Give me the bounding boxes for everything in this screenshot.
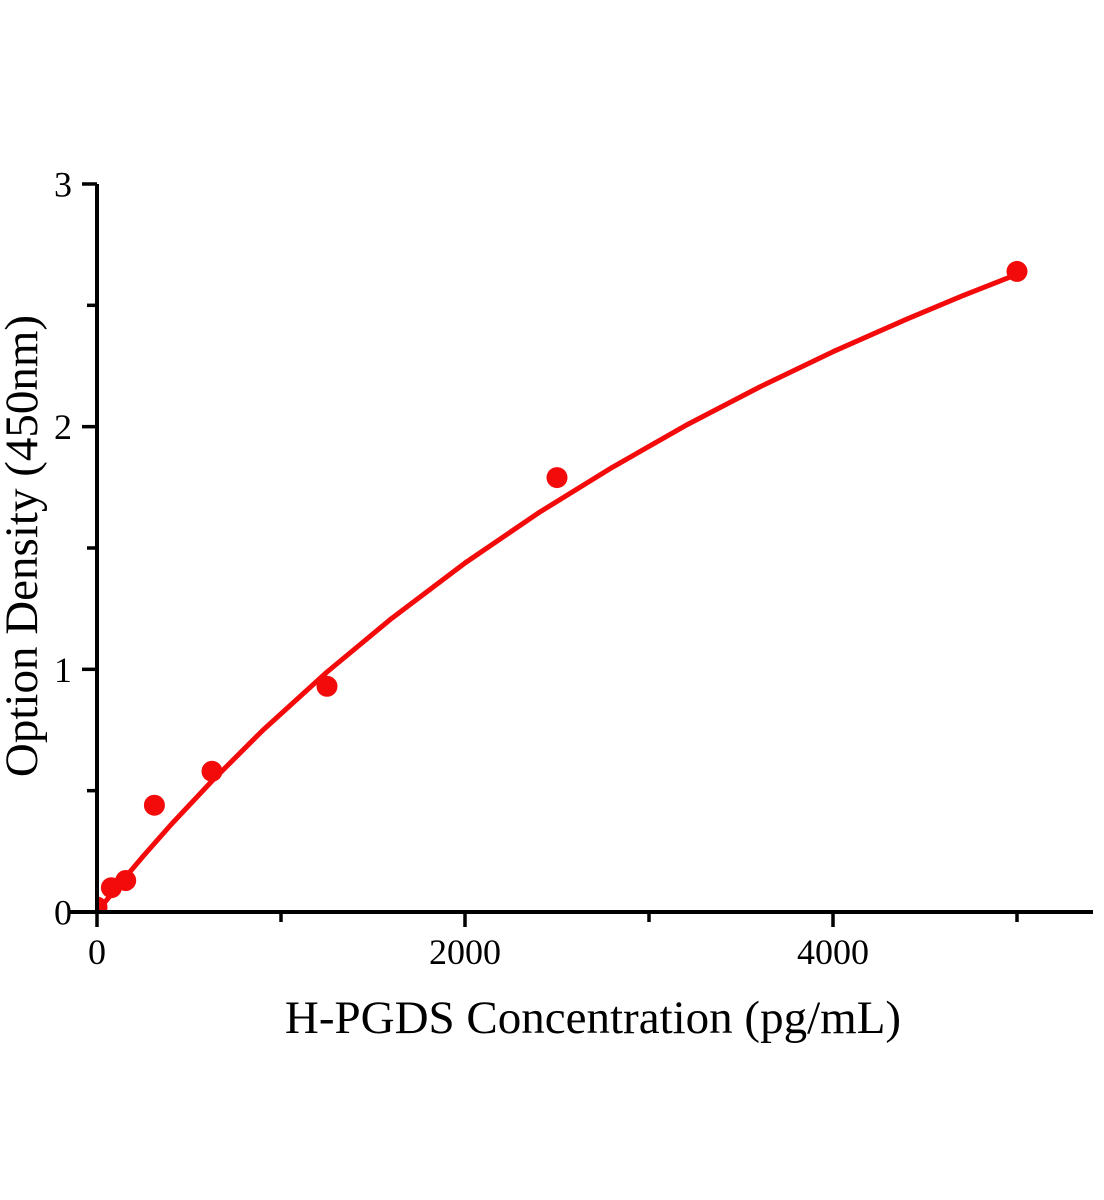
y-tick-label: 1 (54, 650, 72, 690)
data-point (546, 467, 568, 489)
fit-curve-line (99, 271, 1020, 910)
x-tick-label: 4000 (797, 932, 869, 972)
x-tick-label: 0 (88, 932, 106, 972)
data-point (115, 870, 137, 891)
data-point (316, 675, 338, 697)
data-point (201, 760, 223, 782)
data-point (143, 794, 165, 816)
x-axis-title: H-PGDS Concentration (pg/mL) (285, 992, 901, 1044)
y-tick-label: 0 (54, 893, 72, 933)
y-axis-title: Option Density (450nm) (0, 315, 48, 777)
fit-curve-group (99, 260, 1028, 910)
data-point (99, 896, 108, 910)
y-tick-label: 3 (54, 164, 72, 204)
x-tick-label: 2000 (429, 932, 501, 972)
data-point (1006, 260, 1028, 282)
y-tick-label: 2 (54, 407, 72, 447)
